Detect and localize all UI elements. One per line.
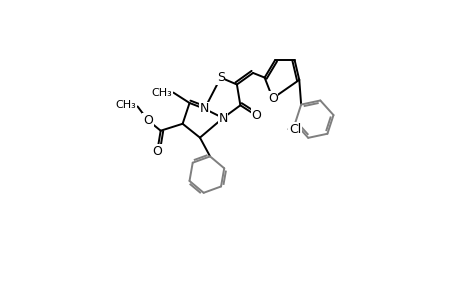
Text: O: O [143,114,152,127]
Text: O: O [267,92,277,105]
Text: O: O [251,109,261,122]
Text: Cl: Cl [288,123,301,136]
Text: CH₃: CH₃ [115,100,136,110]
Text: S: S [216,71,224,84]
Text: CH₃: CH₃ [151,88,172,98]
Text: O: O [152,145,162,158]
Text: N: N [218,112,227,124]
Text: N: N [200,102,209,115]
